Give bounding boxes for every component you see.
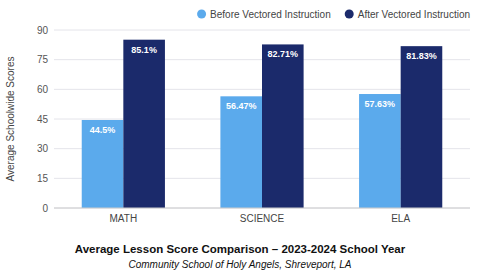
bar: [220, 96, 262, 208]
title: Average Lesson Score Comparison – 2023-2…: [75, 243, 406, 255]
x-axis-line: [54, 208, 470, 209]
y-tick-label: 90: [37, 25, 49, 36]
bar: [262, 44, 304, 208]
legend-marker: [345, 10, 354, 19]
bar: [359, 94, 401, 208]
x-tick-label: MATH: [110, 213, 138, 224]
bar: [401, 46, 443, 208]
data-labels: 44.5% 56.47% 57.63% 85.1% 82.71% 81.83%: [90, 45, 437, 135]
chart: 0 15 30 45 60 75 90 Average Schoolwide Scores 44…: [0, 0, 480, 275]
x-tick-label: SCIENCE: [240, 213, 285, 224]
data-label: 81.83%: [406, 51, 437, 61]
grid-line: [54, 30, 470, 31]
y-tick-label: 45: [37, 114, 49, 125]
data-label: 44.5%: [90, 125, 116, 135]
legend-label: Before Vectored Instruction: [210, 9, 331, 20]
y-tick-label: 30: [37, 143, 49, 154]
legend-label: After Vectored Instruction: [358, 9, 470, 20]
y-tick-label: 60: [37, 84, 49, 95]
x-tick-label: ELA: [391, 213, 410, 224]
data-label: 85.1%: [131, 45, 157, 55]
y-axis-label: Average Schoolwide Scores: [5, 57, 16, 182]
y-tick-label: 15: [37, 173, 49, 184]
y-tick-label: 0: [42, 203, 48, 214]
y-tick-label: 75: [37, 54, 49, 65]
data-label: 82.71%: [268, 49, 299, 59]
bar: [123, 40, 165, 208]
subtitle: Community School of Holy Angels, Shrevep…: [128, 259, 351, 270]
grid-line: [54, 208, 470, 209]
data-label: 56.47%: [226, 101, 257, 111]
data-label: 57.63%: [365, 99, 396, 109]
bar: [82, 120, 124, 208]
legend: Before Vectored Instruction After Vectore…: [197, 9, 470, 20]
bars: [82, 40, 443, 208]
legend-marker: [197, 10, 206, 19]
